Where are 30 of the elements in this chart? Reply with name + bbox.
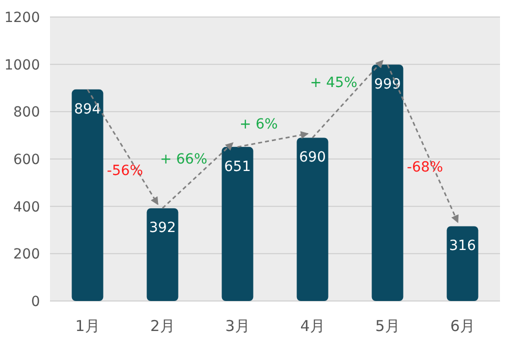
y-tick-label: 400 <box>13 199 40 216</box>
bar <box>146 208 178 301</box>
annotation: + 66% <box>160 152 208 168</box>
data-label: 651 <box>224 158 251 175</box>
y-tick-label: 1200 <box>4 10 40 26</box>
x-tick-label: 3月 <box>225 317 250 335</box>
x-tick-label: 2月 <box>150 317 175 335</box>
x-tick-label: 1月 <box>75 317 100 335</box>
annotation: -68% <box>406 159 444 176</box>
bar <box>372 64 404 301</box>
annotation: -56% <box>106 162 144 179</box>
y-tick-label: 200 <box>13 246 40 263</box>
bar <box>72 89 104 301</box>
data-label: 999 <box>374 76 401 93</box>
bar <box>222 146 254 301</box>
data-label: 894 <box>74 101 101 118</box>
x-tick-label: 5月 <box>375 317 400 335</box>
annotation: + 6% <box>239 116 278 132</box>
y-tick-label: 1000 <box>4 57 40 74</box>
data-label: 392 <box>149 220 176 236</box>
x-tick-label: 6月 <box>450 317 475 335</box>
data-label: 690 <box>299 150 326 166</box>
bar <box>296 138 328 301</box>
annotation: + 45% <box>310 75 358 92</box>
data-label: 316 <box>449 238 476 254</box>
x-tick-label: 4月 <box>300 317 325 335</box>
bar <box>446 226 478 301</box>
y-tick-label: 800 <box>13 104 40 121</box>
y-tick-label: 600 <box>13 152 40 168</box>
y-tick-label: 0 <box>31 294 40 310</box>
